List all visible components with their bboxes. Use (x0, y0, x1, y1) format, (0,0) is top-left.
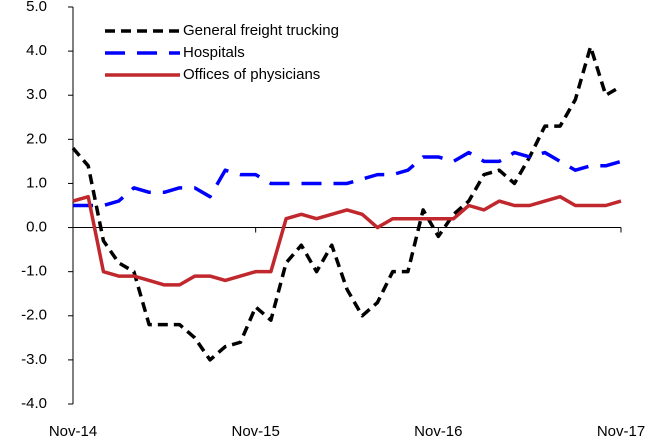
series-line (72, 194, 622, 287)
y-tick-label: -1.0 (21, 263, 47, 280)
y-tick-label: 2.0 (26, 130, 47, 147)
x-tick-label: Nov-15 (231, 423, 279, 440)
series-line (73, 150, 622, 208)
y-tick-label: 5.0 (26, 0, 47, 15)
legend-label: Offices of physicians (183, 66, 320, 83)
x-tick-label: Nov-16 (414, 423, 462, 440)
y-tick-label: -2.0 (21, 307, 47, 324)
y-tick-label: -3.0 (21, 351, 47, 368)
y-tick-label: -4.0 (21, 395, 47, 412)
y-tick-label: 0.0 (26, 219, 47, 236)
legend-label: General freight trucking (183, 22, 339, 39)
x-tick-label: Nov-14 (49, 423, 97, 440)
legend-label: Hospitals (183, 44, 245, 61)
y-tick-label: 3.0 (26, 86, 47, 103)
y-tick-label: 4.0 (26, 42, 47, 59)
y-tick-label: 1.0 (26, 174, 47, 191)
x-tick-label: Nov-17 (597, 423, 645, 440)
